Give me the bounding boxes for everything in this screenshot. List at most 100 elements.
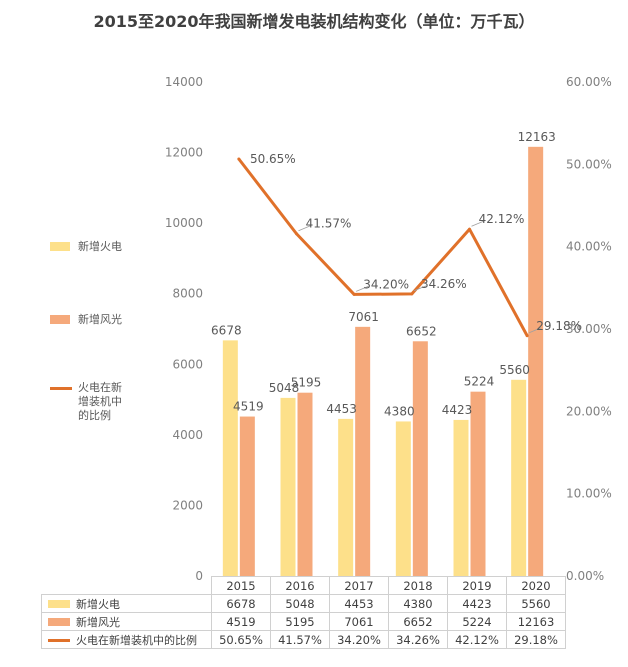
table-header-row: 2015 2016 2017 2018 2019 2020	[42, 576, 566, 595]
legend-label-ratio: 火电在新增装机中的比例	[78, 381, 122, 422]
data-table: 2015 2016 2017 2018 2019 2020 新增火电 6678 …	[41, 576, 566, 649]
table-cell: 50.65%	[211, 630, 271, 649]
bar-windsolar-2016	[297, 392, 313, 576]
table-header-cell: 2018	[388, 576, 448, 595]
table-corner	[42, 577, 212, 595]
table-row-header-thermal: 新增火电	[41, 594, 212, 613]
label-ratio-2016: 41.57%	[306, 217, 352, 231]
chart-title: 2015至2020年我国新增发电装机结构变化（单位：万千瓦）	[93, 12, 535, 31]
point-ratio-2015	[237, 157, 241, 161]
leader-ratio-2019	[471, 220, 484, 227]
y-right-tick-label: 60.00%	[566, 75, 612, 89]
table-header-cell: 2017	[329, 576, 389, 595]
y-left-tick-label: 14000	[165, 75, 203, 89]
line-ratio	[237, 158, 529, 337]
bar-thermal-2016	[280, 397, 296, 576]
label-ratio-2015: 50.65%	[250, 152, 296, 166]
y-right-tick-label: 20.00%	[566, 404, 612, 418]
table-cell: 12163	[506, 612, 566, 631]
table-cell: 34.20%	[329, 630, 389, 649]
bar-windsolar-2018	[412, 341, 428, 576]
legend-label-thermal: 新增火电	[78, 240, 122, 253]
table-cell: 6652	[388, 612, 448, 631]
table-cell: 4519	[211, 612, 271, 631]
table-cell: 6678	[211, 594, 271, 613]
label-thermal-2017: 4453	[326, 402, 357, 416]
table-row-header-windsolar: 新增风光	[41, 612, 212, 631]
table-cell: 7061	[329, 612, 389, 631]
leader-ratio-2020	[529, 327, 542, 334]
leader-ratio-2017	[356, 286, 369, 292]
table-header-cell: 2015	[211, 576, 271, 595]
bar-thermal-2015	[222, 340, 238, 576]
y-left-tick-label: 12000	[165, 146, 203, 160]
table-row-label: 新增火电	[76, 597, 120, 611]
bar-windsolar-2020	[528, 146, 544, 576]
label-thermal-2020: 5560	[499, 363, 530, 377]
table-cell: 5224	[447, 612, 507, 631]
label-thermal-2015: 6678	[211, 323, 242, 337]
table-cell: 4423	[447, 594, 507, 613]
table-row: 新增风光 4519 5195 7061 6652 5224 12163	[41, 612, 566, 631]
table-swatch-windsolar	[48, 618, 70, 626]
label-ratio-2018: 34.26%	[421, 277, 467, 291]
label-windsolar-2017: 7061	[348, 310, 379, 324]
label-windsolar-2018: 6652	[406, 324, 437, 338]
y-left-tick-label: 8000	[172, 287, 203, 301]
table-row: 火电在新增装机中的比例 50.65% 41.57% 34.20% 34.26% …	[41, 630, 566, 649]
point-ratio-2018	[410, 292, 414, 296]
label-ratio-2020: 29.18%	[536, 319, 582, 333]
point-ratio-2016	[295, 232, 298, 236]
point-ratio-2020	[525, 334, 529, 338]
point-ratio-2019	[468, 227, 471, 231]
table-cell: 34.26%	[388, 630, 448, 649]
y-left-tick-label: 0	[195, 569, 203, 583]
label-windsolar-2019: 5224	[464, 375, 495, 389]
legend-label-windsolar: 新增风光	[78, 313, 122, 326]
table-cell: 4453	[329, 594, 389, 613]
y-right-tick-label: 0.00%	[566, 569, 604, 583]
label-thermal-2019: 4423	[442, 403, 473, 417]
label-windsolar-2020: 12163	[518, 130, 556, 144]
bar-windsolar-2019	[470, 391, 486, 576]
bar-windsolar-2017	[355, 326, 371, 576]
table-swatch-thermal	[48, 600, 70, 608]
bar-windsolar-2015	[239, 416, 255, 576]
table-cell: 41.57%	[270, 630, 330, 649]
table-cell: 4380	[388, 594, 448, 613]
label-thermal-2018: 4380	[384, 404, 415, 418]
bar-thermal-2017	[338, 418, 354, 576]
bar-thermal-2019	[453, 419, 469, 576]
bar-thermal-2020	[511, 379, 527, 576]
table-row-header-ratio: 火电在新增装机中的比例	[41, 630, 212, 649]
table-cell: 5048	[270, 594, 330, 613]
legend-swatch-windsolar	[50, 315, 70, 324]
table-cell: 29.18%	[506, 630, 566, 649]
y-right-tick-label: 40.00%	[566, 240, 612, 254]
table-header-cell: 2020	[506, 576, 566, 595]
table-cell: 42.12%	[447, 630, 507, 649]
table-row-label: 火电在新增装机中的比例	[76, 633, 197, 647]
table-swatch-ratio	[48, 639, 70, 642]
table-header-cell: 2019	[447, 576, 507, 595]
y-left-tick-label: 2000	[172, 498, 203, 512]
y-right-tick-label: 50.00%	[566, 157, 612, 171]
table-row-label: 新增风光	[76, 615, 120, 629]
leader-ratio-2016	[298, 225, 311, 232]
y-right-tick-label: 10.00%	[566, 487, 612, 501]
label-windsolar-2015: 4519	[233, 400, 264, 414]
table-row: 新增火电 6678 5048 4453 4380 4423 5560	[41, 594, 566, 613]
leader-ratio-2018	[413, 285, 426, 292]
y-left-tick-label: 10000	[165, 216, 203, 230]
label-ratio-2017: 34.20%	[363, 277, 409, 291]
label-ratio-2019: 42.12%	[479, 212, 525, 226]
y-right-tick-label: 30.00%	[566, 322, 612, 336]
legend-swatch-ratio	[50, 387, 72, 390]
table-header-cell: 2016	[270, 576, 330, 595]
y-left-tick-label: 6000	[172, 357, 203, 371]
table-cell: 5195	[270, 612, 330, 631]
table-cell: 5560	[506, 594, 566, 613]
legend-swatch-thermal	[50, 242, 70, 251]
label-windsolar-2016: 5195	[291, 376, 322, 390]
